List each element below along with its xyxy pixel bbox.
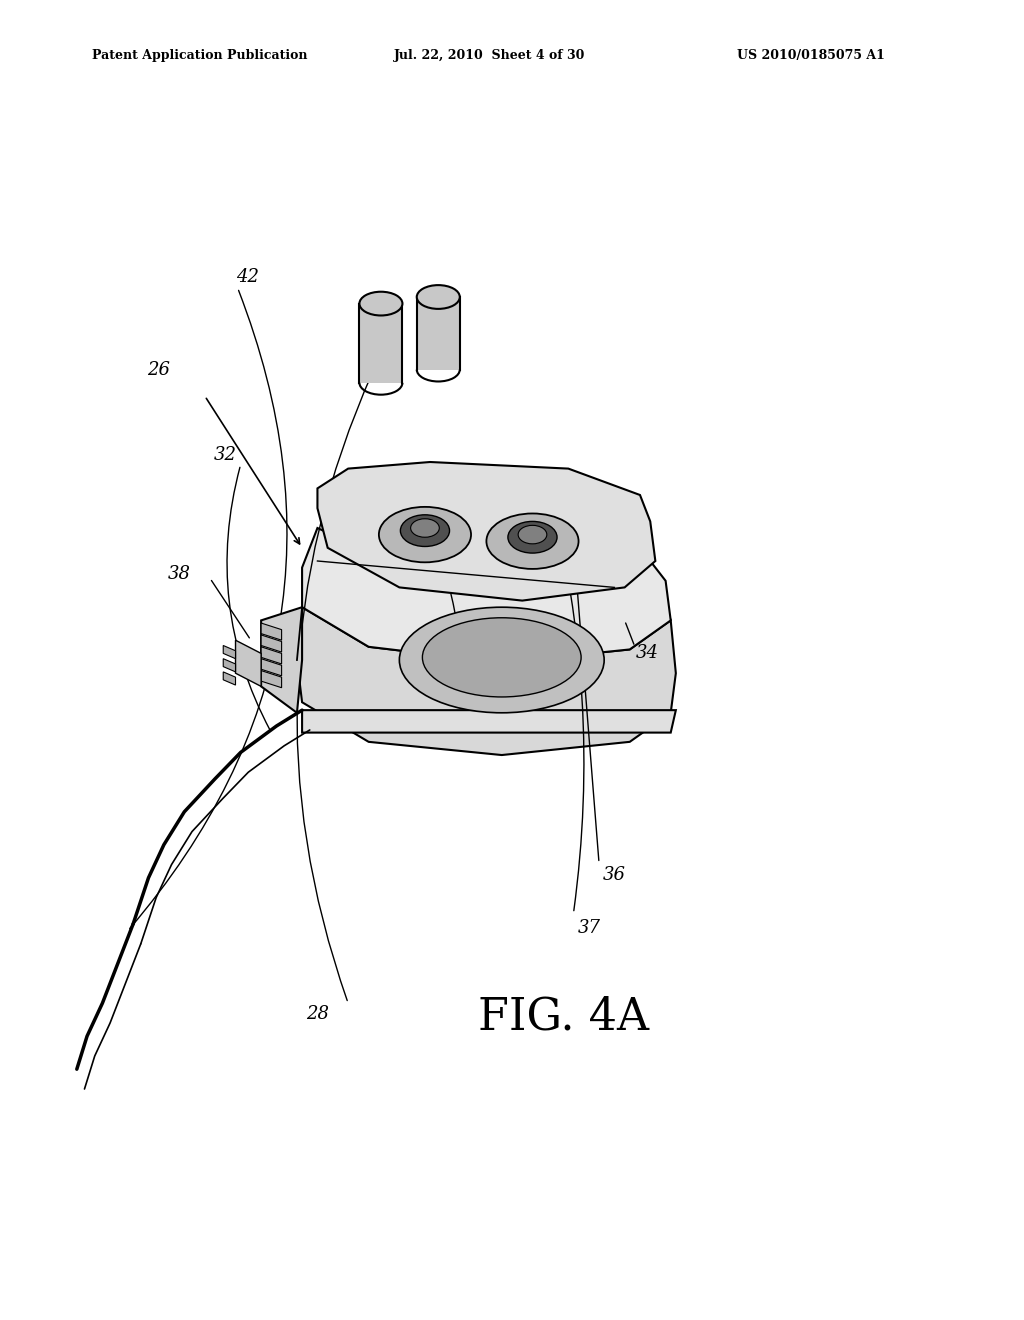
Text: 42: 42 [237,268,259,286]
Ellipse shape [379,507,471,562]
Polygon shape [223,659,236,672]
Polygon shape [261,647,282,664]
Text: 34: 34 [636,644,658,663]
Text: 32: 32 [214,446,237,465]
Text: Jul. 22, 2010  Sheet 4 of 30: Jul. 22, 2010 Sheet 4 of 30 [394,49,586,62]
Ellipse shape [399,607,604,713]
Ellipse shape [359,292,402,315]
Polygon shape [297,607,676,755]
Polygon shape [261,623,282,640]
Polygon shape [223,645,236,659]
Text: Patent Application Publication: Patent Application Publication [92,49,307,62]
Text: 38: 38 [168,565,190,583]
Polygon shape [261,635,282,652]
Text: 40: 40 [376,473,398,491]
Ellipse shape [486,513,579,569]
Polygon shape [261,659,282,676]
Text: 36: 36 [603,866,626,884]
Polygon shape [261,671,282,688]
Text: 37: 37 [578,919,600,937]
Ellipse shape [417,285,460,309]
Ellipse shape [422,618,582,697]
Ellipse shape [518,525,547,544]
Polygon shape [261,607,302,713]
Polygon shape [302,710,676,733]
FancyBboxPatch shape [359,304,402,383]
Ellipse shape [508,521,557,553]
Text: US 2010/0185075 A1: US 2010/0185075 A1 [737,49,885,62]
Text: 28: 28 [306,1005,329,1023]
Polygon shape [236,640,261,686]
Ellipse shape [411,519,439,537]
Text: FIG. 4A: FIG. 4A [477,995,649,1039]
Text: 26: 26 [147,360,170,379]
Ellipse shape [400,515,450,546]
Polygon shape [317,462,655,601]
Polygon shape [223,672,236,685]
Polygon shape [302,528,671,663]
FancyBboxPatch shape [417,297,460,370]
